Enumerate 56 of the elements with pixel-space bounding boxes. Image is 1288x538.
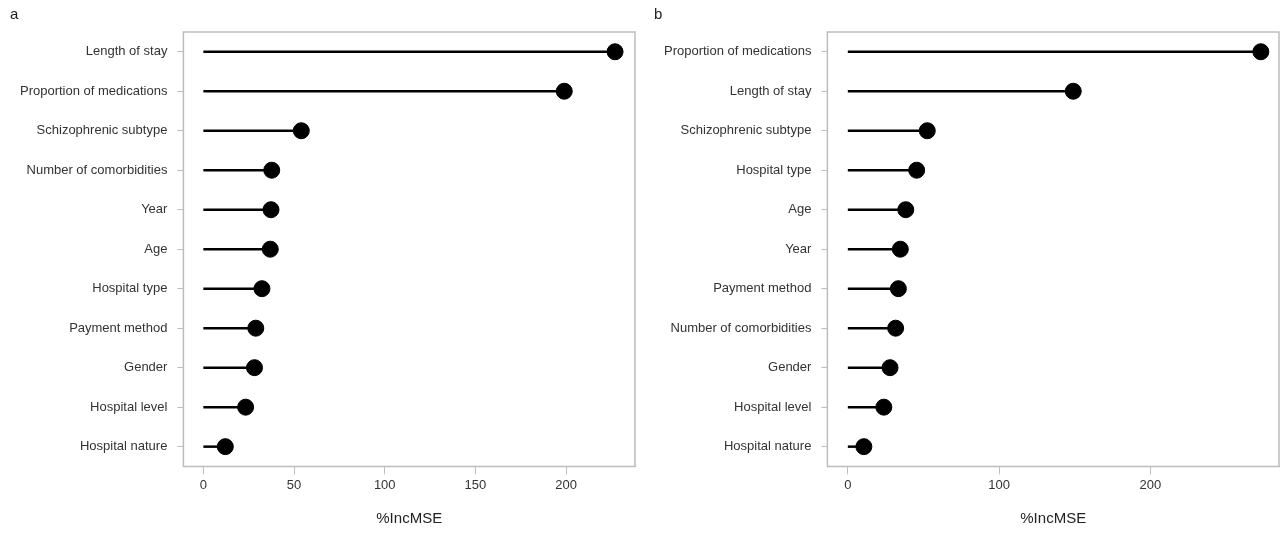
point (247, 319, 265, 337)
x-tick-label: 0 (844, 476, 852, 492)
y-tick-label: Length of stay (85, 43, 168, 59)
y-tick-label: Schizophrenic subtype (680, 122, 812, 138)
y-tick-label: Age (144, 240, 168, 256)
point (606, 43, 624, 61)
point (875, 398, 893, 416)
point (908, 161, 926, 179)
point (555, 82, 573, 100)
x-tick-label: 200 (555, 476, 577, 492)
point (216, 438, 234, 456)
y-tick-label: Hospital level (90, 398, 168, 414)
point (881, 359, 899, 377)
point (261, 240, 279, 258)
y-tick-label: Hospital type (92, 280, 168, 296)
x-axis-title: %IncMSE (376, 509, 443, 527)
x-axis-title: %IncMSE (1020, 509, 1087, 527)
point (263, 161, 281, 179)
point (262, 201, 280, 219)
y-tick-label: Proportion of medications (19, 82, 168, 98)
x-tick-label: 200 (1139, 476, 1162, 492)
y-tick-label: Schizophrenic subtype (36, 122, 168, 138)
point (1252, 43, 1270, 61)
y-tick-label: Length of stay (729, 82, 812, 98)
point (891, 240, 909, 258)
x-tick-label: 100 (373, 476, 396, 492)
x-tick-label: 100 (988, 476, 1010, 492)
point (246, 359, 264, 377)
x-tick-label: 0 (199, 476, 207, 492)
point (889, 280, 907, 298)
y-tick-label: Year (141, 201, 169, 217)
y-tick-label: Number of comorbidities (670, 319, 812, 335)
point (918, 122, 936, 140)
y-tick-label: Hospital type (736, 161, 812, 177)
text: b (654, 5, 663, 23)
y-tick-label: Gender (124, 359, 169, 375)
y-tick-label: Payment method (69, 319, 168, 335)
x-tick-label: 150 (464, 476, 487, 492)
y-tick-label: Hospital level (734, 398, 812, 414)
point (1064, 82, 1082, 100)
point (887, 319, 905, 337)
y-tick-label: Payment method (713, 280, 812, 296)
point (253, 280, 271, 298)
point (855, 438, 873, 456)
y-tick-label: Year (785, 240, 813, 256)
point (237, 398, 255, 416)
y-tick-label: Hospital nature (723, 438, 812, 454)
y-tick-label: Proportion of medications (663, 43, 812, 59)
text: a (10, 5, 19, 23)
y-tick-label: Gender (768, 359, 813, 375)
y-tick-label: Age (788, 201, 812, 217)
point (897, 201, 915, 219)
x-tick-label: 50 (286, 476, 302, 492)
point (292, 122, 310, 140)
y-tick-label: Number of comorbidities (26, 161, 168, 177)
y-tick-label: Hospital nature (79, 438, 168, 454)
